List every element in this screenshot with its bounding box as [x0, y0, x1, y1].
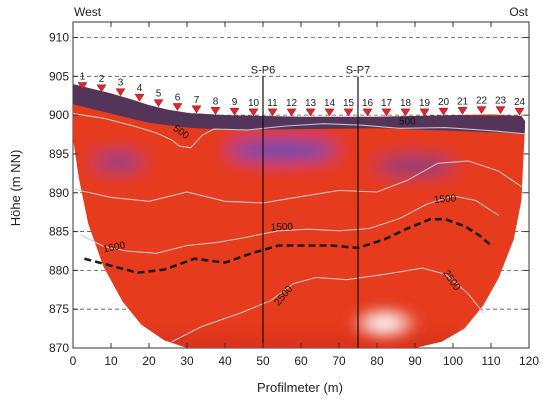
electrode-label: 3: [118, 78, 124, 89]
electrode-label: 18: [400, 98, 412, 109]
contour-line: [72, 113, 526, 149]
y-tick-label: 890: [49, 186, 69, 200]
electrode-label: 19: [419, 98, 431, 109]
x-tick-label: 70: [332, 354, 346, 368]
electrode-marker: [305, 108, 316, 117]
hot-spot: [342, 301, 427, 346]
y-tick-label: 910: [49, 31, 69, 45]
boundary-line-group: [84, 217, 492, 275]
contour-label: 500: [399, 116, 416, 127]
boundary-line: [84, 217, 492, 275]
x-tick-label: 30: [180, 354, 194, 368]
electrode-marker: [153, 99, 164, 108]
color-blob: [227, 140, 337, 161]
electrode-marker: [172, 103, 183, 111]
contour-label: 1500: [434, 193, 458, 206]
surface-strip: [73, 84, 526, 134]
electrode-marker: [96, 84, 107, 93]
electrode-label: 2: [99, 74, 105, 85]
y-tick-label: 875: [49, 302, 69, 316]
electrode-marker: [324, 108, 335, 117]
contour-label: 1500: [270, 221, 293, 233]
electrode-marker: [457, 107, 468, 115]
borehole-group: S-P6 S-P7: [251, 64, 370, 348]
y-tick-label: 895: [49, 147, 69, 161]
electrode-label: 24: [514, 97, 526, 108]
x-tick-label: 0: [70, 354, 77, 368]
x-tick-label: 100: [443, 354, 463, 368]
electrode-marker: [343, 108, 354, 117]
electrode-label: 22: [476, 96, 488, 107]
borehole-label: S-P7: [346, 64, 370, 76]
contour-label: 1500: [102, 240, 126, 255]
x-tick-label: 50: [256, 354, 270, 368]
electrode-label: 13: [305, 98, 317, 109]
electrode-group: 1 2 3 4 5 6 7 8 9 10 11 12 13 14 15 16 17 18 19 20 21 22 23 24: [77, 72, 526, 117]
electrode-label: 11: [267, 98, 278, 109]
electrode-marker: [267, 108, 278, 117]
x-tick-label: 20: [142, 354, 156, 368]
electrode-marker: [210, 107, 221, 115]
electrode-marker: [191, 105, 202, 114]
y-tick-label: 905: [49, 69, 69, 83]
electrode-marker: [514, 107, 525, 116]
contour-line: [171, 267, 484, 343]
electrode-marker: [77, 82, 88, 90]
electrode-marker: [248, 108, 259, 117]
y-axis-label: Höhe (m NN): [8, 150, 23, 227]
electrode-label: 14: [324, 98, 336, 109]
electrode-marker: [381, 108, 392, 117]
electrode-label: 5: [156, 89, 162, 100]
electrode-marker: [115, 88, 126, 97]
electrode-label: 6: [175, 92, 181, 103]
electrode-label: 1: [80, 72, 86, 83]
corner-label-ost: Ost: [509, 5, 528, 19]
electrode-label: 10: [248, 98, 260, 109]
electrode-label: 8: [213, 96, 219, 107]
electrode-marker: [286, 108, 297, 117]
electrode-label: 7: [194, 95, 200, 106]
electrode-marker: [419, 108, 430, 117]
x-tick-label: 80: [370, 354, 384, 368]
electrode-label: 21: [457, 96, 469, 107]
electrode-marker: [438, 107, 449, 116]
x-tick-label: 90: [408, 354, 422, 368]
x-axis-label: Profilmeter (m): [257, 380, 343, 395]
color-blob: [375, 156, 455, 175]
borehole-label: S-P6: [251, 64, 275, 76]
contour-line: [72, 160, 522, 204]
electrode-marker: [400, 108, 411, 117]
y-tick-label: 880: [49, 263, 69, 277]
electrode-label: 4: [137, 83, 143, 94]
contour-line: [80, 195, 499, 254]
electrode-marker: [495, 106, 506, 115]
electrode-label: 23: [495, 96, 507, 107]
x-tick-label: 110: [481, 354, 500, 368]
electrode-label: 9: [232, 97, 238, 108]
electrode-marker: [476, 106, 487, 115]
electrode-label: 16: [362, 98, 374, 109]
contour-lines: [72, 113, 526, 343]
electrode-marker: [229, 107, 240, 116]
electrode-label: 12: [286, 98, 298, 109]
electrode-marker: [134, 93, 145, 102]
color-blob: [93, 153, 144, 170]
electrode-label: 15: [343, 98, 355, 109]
y-tick-label: 885: [49, 225, 69, 239]
electrode-label: 20: [438, 97, 450, 108]
x-tick-label: 10: [104, 354, 118, 368]
y-tick-label: 870: [49, 341, 69, 355]
x-axis-ticks: 0 10 20 30 40 50 60 70 80 90 100 110 120: [70, 22, 539, 368]
x-tick-label: 120: [519, 354, 539, 368]
electrode-marker: [362, 108, 373, 117]
x-tick-label: 40: [218, 354, 232, 368]
electrode-label: 17: [381, 98, 393, 109]
corner-label-west: West: [74, 5, 102, 19]
y-tick-label: 900: [49, 108, 69, 122]
x-tick-label: 60: [294, 354, 308, 368]
